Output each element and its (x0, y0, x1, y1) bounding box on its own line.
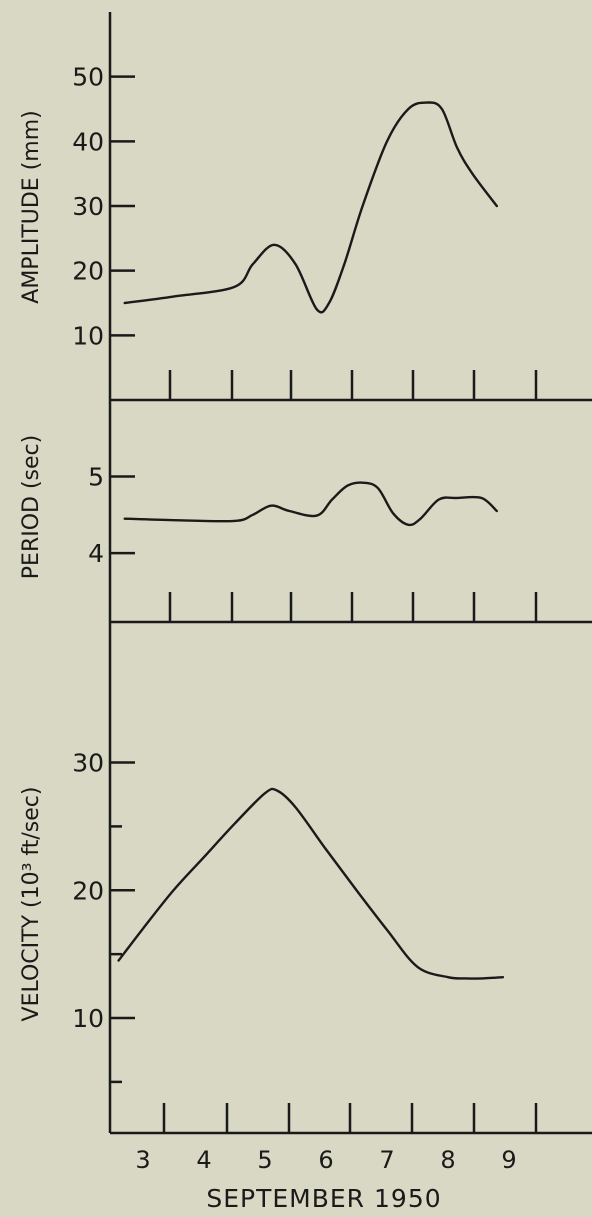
series-line (117, 787, 505, 980)
x-tick-label: 5 (257, 1146, 272, 1174)
y-axis-label: AMPLITUDE (mm) (19, 110, 44, 303)
y-axis-label: PERIOD (sec) (19, 435, 44, 579)
y-tick-label: 30 (72, 192, 104, 221)
panel-3: VELOCITY (10³ ft/sec) 10 20 30 (19, 749, 538, 1133)
x-tick-label: 6 (318, 1146, 333, 1174)
x-tick-label: 4 (196, 1146, 211, 1174)
y-tick-label: 20 (72, 257, 104, 286)
y-tick-label: 50 (72, 63, 104, 92)
x-axis-title: SEPTEMBER 1950 (206, 1184, 441, 1213)
y-tick-label: 40 (72, 127, 104, 156)
x-tick-label: 3 (135, 1146, 150, 1174)
panel-2: PERIOD (sec) 4 5 (19, 435, 538, 622)
panel-1: AMPLITUDE (mm) 10 20 30 40 50 (19, 63, 538, 400)
x-tick-label: 9 (501, 1146, 516, 1174)
y-tick-label: 5 (88, 463, 104, 492)
series-line (123, 481, 498, 527)
axes-frame (108, 12, 592, 1135)
x-tick-label: 7 (379, 1146, 394, 1174)
series-line (123, 101, 498, 314)
y-tick-label: 10 (72, 321, 104, 350)
y-tick-label: 10 (72, 1004, 104, 1033)
y-axis-label: VELOCITY (10³ ft/sec) (19, 787, 44, 1022)
y-tick-label: 4 (88, 539, 104, 568)
x-tick-label: 8 (440, 1146, 455, 1174)
y-tick-label: 30 (72, 749, 104, 778)
y-tick-label: 20 (72, 876, 104, 905)
